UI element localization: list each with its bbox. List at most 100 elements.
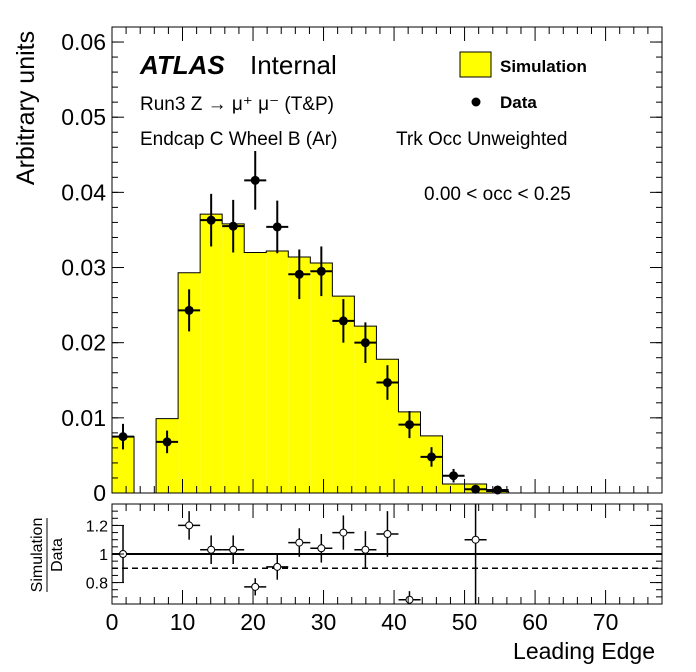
simulation-bin	[442, 483, 465, 493]
data-point	[398, 411, 421, 439]
ratio-point	[376, 511, 399, 557]
simulation-bin	[112, 436, 135, 493]
ratio-point	[266, 554, 289, 580]
ratio-point	[332, 515, 355, 550]
data-marker	[449, 471, 459, 481]
data-point	[222, 199, 245, 253]
data-point	[266, 200, 289, 254]
x-tick-label: 60	[522, 609, 548, 635]
data-marker	[316, 266, 326, 276]
main-x-axis-ticks	[111, 27, 663, 493]
ratio-point	[354, 531, 377, 569]
ratio-marker	[273, 562, 282, 571]
weighting-label: Trk Occ Unweighted	[396, 129, 567, 150]
data-point	[354, 322, 377, 363]
data-marker	[118, 432, 128, 442]
ratio-point	[178, 511, 201, 540]
ratio-y-title-numerator: Simulation	[29, 518, 46, 593]
legend: Simulation Data	[459, 51, 587, 112]
ratio-marker	[251, 582, 260, 591]
data-point	[112, 423, 135, 450]
ratio-point	[288, 528, 311, 557]
data-point	[376, 365, 399, 400]
ratio-marker	[295, 538, 304, 547]
ratio-marker	[383, 530, 392, 538]
ratio-x-axis: 0 10 20 30 40 50 60 70	[106, 504, 663, 635]
occupancy-range-label: 0.00 < occ < 0.25	[424, 184, 571, 205]
simulation-bin	[178, 272, 201, 493]
y-tick-label: 0.04	[61, 179, 106, 205]
process-label: Run3 Z → μ⁺ μ⁻ (T&P)	[140, 94, 334, 115]
ratio-y-tick-label: 0.8	[86, 576, 108, 593]
data-marker	[493, 485, 503, 495]
y-axis-title: Arbitrary units	[12, 31, 40, 185]
ratio-point	[464, 504, 487, 604]
data-point	[486, 485, 509, 495]
data-point	[464, 484, 487, 494]
legend-simulation-swatch	[459, 51, 492, 78]
data-marker	[272, 222, 282, 232]
data-marker	[338, 316, 348, 326]
simulation-bin	[398, 411, 421, 493]
ratio-y-tick-label: 1.2	[86, 518, 108, 535]
data-point	[244, 151, 267, 210]
data-marker	[360, 338, 370, 348]
simulation-bin	[244, 252, 267, 493]
ratio-point	[200, 535, 223, 564]
y-tick-label: 0.06	[61, 29, 106, 55]
data-marker	[471, 484, 481, 494]
x-tick-label: 50	[452, 609, 478, 635]
data-marker	[184, 305, 194, 315]
data-marker	[206, 215, 216, 225]
main-y-axis: 0 0.01 0.02 0.03 0.04 0.05 0.06	[61, 26, 662, 506]
ratio-marker	[317, 544, 326, 553]
y-tick-label: 0.01	[61, 405, 106, 431]
data-point	[420, 447, 443, 467]
data-marker	[250, 175, 260, 185]
data-point	[200, 193, 223, 247]
ratio-point	[398, 591, 421, 604]
simulation-bin	[222, 223, 245, 493]
simulation-bin	[332, 296, 355, 493]
simulation-bin	[200, 214, 223, 493]
simulation-histogram	[112, 213, 662, 493]
data-points	[112, 151, 509, 495]
x-tick-label: 0	[106, 609, 119, 635]
ratio-y-axis: 0.8 1 1.2	[86, 510, 662, 598]
data-marker	[162, 437, 172, 447]
region-label: Endcap C Wheel B (Ar)	[140, 129, 337, 150]
simulation-bin	[288, 256, 311, 493]
data-point	[332, 299, 355, 343]
simulation-bin	[376, 359, 399, 493]
data-marker	[382, 378, 392, 388]
ratio-marker	[185, 521, 194, 530]
main-frame	[111, 26, 663, 494]
legend-data-label: Data	[500, 93, 537, 112]
simulation-bin	[266, 250, 289, 493]
legend-simulation-label: Simulation	[500, 57, 587, 76]
y-tick-label: 0.03	[61, 255, 106, 281]
data-point	[156, 430, 179, 454]
data-point	[310, 246, 333, 297]
ratio-y-tick-label: 1	[99, 547, 108, 564]
data-marker	[404, 420, 414, 430]
ratio-point	[244, 578, 267, 596]
y-tick-label: 0.05	[61, 104, 106, 130]
data-marker	[427, 452, 437, 462]
ratio-y-title: Simulation Data	[29, 518, 66, 593]
main-panel: 0 0.01 0.02 0.03 0.04 0.05 0.06 Arbitrary unit…	[12, 26, 663, 506]
x-tick-label: 20	[240, 609, 266, 635]
data-marker	[294, 269, 304, 279]
x-tick-label: 40	[381, 609, 407, 635]
ratio-marker	[405, 595, 414, 604]
atlas-label: ATLAS	[139, 50, 225, 80]
simulation-bin	[354, 326, 377, 493]
simulation-bin	[156, 418, 179, 493]
data-point	[178, 289, 201, 332]
x-tick-label: 30	[311, 609, 337, 635]
ratio-point	[222, 535, 245, 564]
ratio-point	[310, 534, 333, 563]
y-tick-label: 0.02	[61, 330, 106, 356]
ratio-points	[112, 504, 487, 604]
